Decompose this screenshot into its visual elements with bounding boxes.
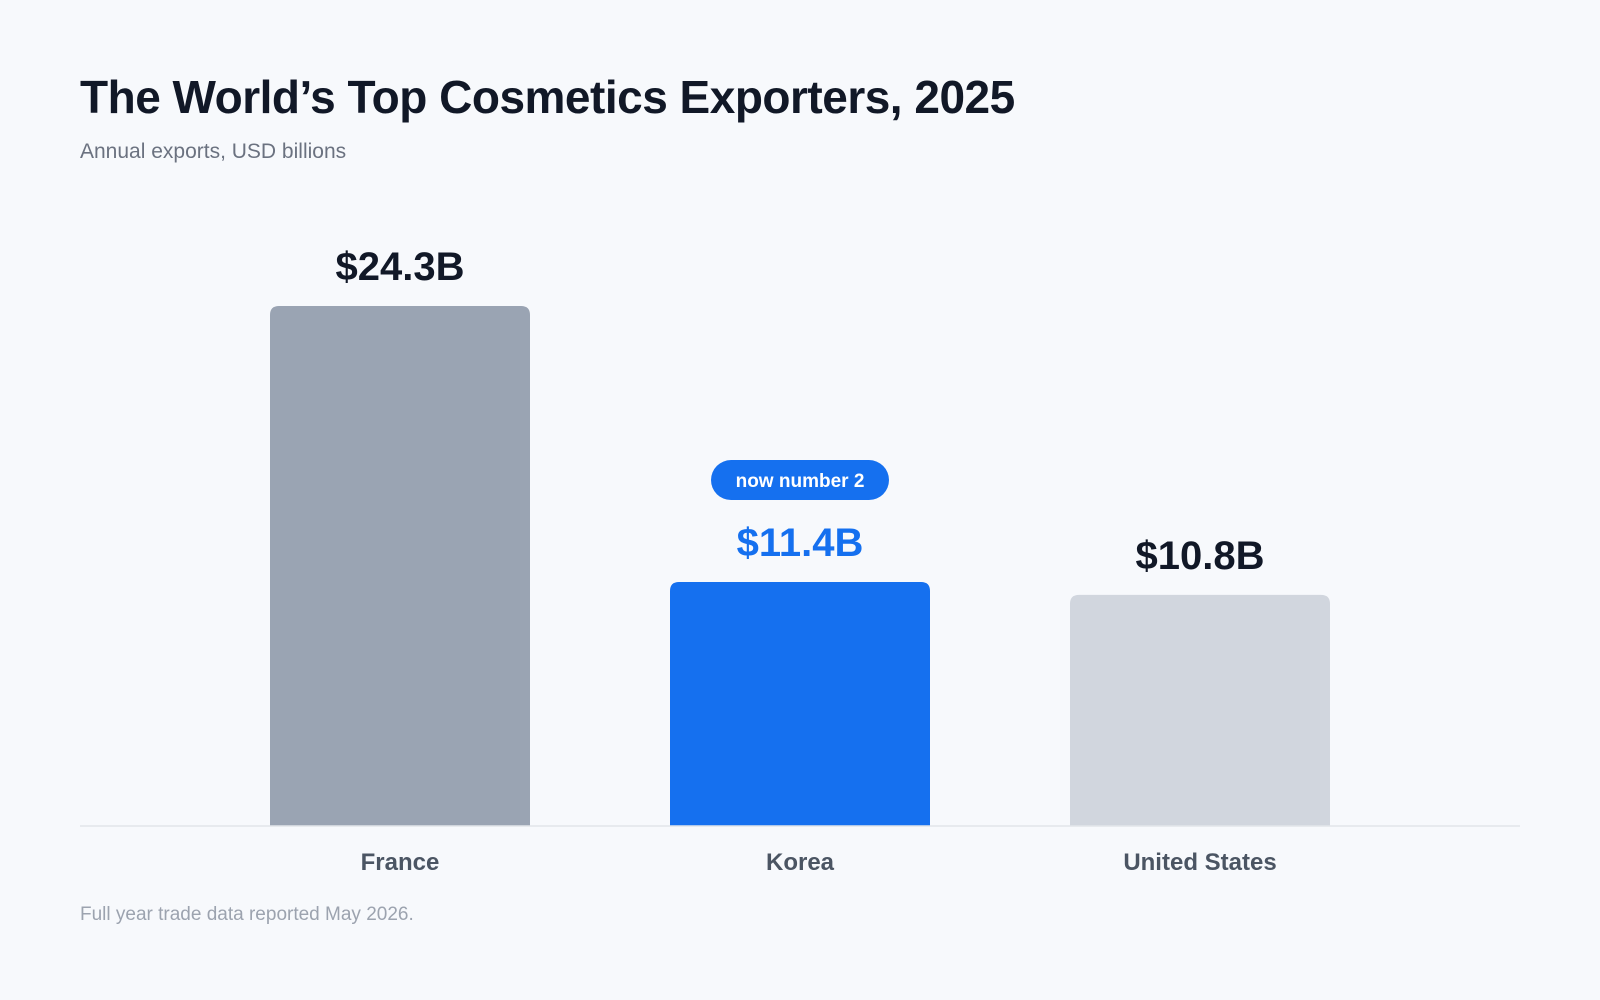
chart-title: The World’s Top Cosmetics Exporters, 202… <box>80 71 1015 123</box>
value-label-korea: $11.4B <box>737 521 864 565</box>
value-label-france: $24.3B <box>336 245 465 289</box>
labels-layer: $24.3B France $11.4B Korea now number 2 $10.8… <box>336 245 1277 876</box>
highlight-badge-pill <box>711 460 889 501</box>
chart-subtitle: Annual exports, USD billions <box>80 140 347 163</box>
category-label-united-states: United States <box>1123 849 1276 876</box>
bars-layer <box>270 306 1330 826</box>
highlight-badge: now number 2 <box>711 460 889 501</box>
value-label-united-states: $10.8B <box>1136 534 1265 578</box>
highlight-badge-text: now number 2 <box>736 471 865 492</box>
category-label-korea: Korea <box>766 849 835 876</box>
bar-france <box>270 306 530 826</box>
chart-footnote: Full year trade data reported May 2026. <box>80 904 414 925</box>
bar-united-states <box>1070 594 1330 826</box>
category-label-france: France <box>361 849 440 876</box>
bar-korea <box>670 582 930 826</box>
